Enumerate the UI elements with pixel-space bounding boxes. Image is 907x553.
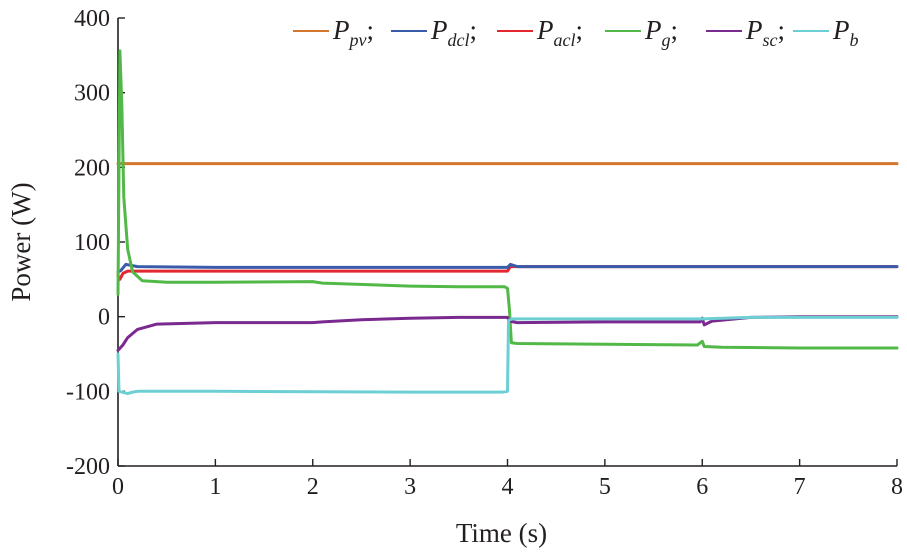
series-line-g — [116, 49, 899, 350]
x-tick-label: 3 — [404, 474, 416, 500]
legend-separator: ; — [778, 15, 786, 45]
x-ticks: 0 1 2 3 4 5 6 7 8 — [112, 459, 903, 500]
legend-separator: ; — [367, 15, 375, 45]
legend-label-main: P — [536, 15, 554, 45]
x-tick-label: 6 — [696, 474, 708, 500]
legend-label-subscript: sc — [763, 30, 778, 50]
x-tick-label: 2 — [307, 474, 319, 500]
legend-label-main: P — [644, 15, 662, 45]
x-tick-label: 5 — [599, 474, 611, 500]
legend-label-main: P — [745, 15, 763, 45]
x-tick-label: 7 — [794, 474, 806, 500]
legend-label-acl: Pacl; — [536, 15, 583, 50]
legend-separator: ; — [576, 15, 584, 45]
legend-label-subscript: pv — [348, 30, 367, 50]
y-ticks: -200 -100 0 100 200 300 400 — [66, 6, 125, 480]
y-tick-label: -200 — [66, 454, 110, 480]
legend-label-main: P — [832, 15, 850, 45]
legend-label-subscript: g — [662, 30, 671, 50]
legend-separator: ; — [470, 15, 478, 45]
legend-label-main: P — [430, 15, 448, 45]
x-tick-label: 1 — [209, 474, 221, 500]
y-tick-label: 300 — [74, 81, 110, 107]
series-line-dcl — [116, 262, 899, 274]
y-tick-label: 200 — [74, 155, 110, 181]
series-line-b — [116, 315, 899, 396]
legend-label-g: Pg; — [644, 15, 678, 50]
legend-label-sc: Psc; — [745, 15, 785, 50]
legend-separator: ; — [671, 15, 679, 45]
legend-label-pv: Ppv; — [332, 15, 374, 50]
y-tick-label: 400 — [74, 6, 110, 32]
axes — [117, 18, 897, 467]
legend-label-main: P — [332, 15, 350, 45]
series-line-sc — [116, 315, 899, 352]
y-axis-title: Power (W) — [6, 182, 36, 301]
x-tick-label: 8 — [891, 474, 903, 500]
legend-label-b: Pb — [832, 15, 859, 50]
legend: Ppv; Pdcl; Pacl; Pg; Psc; Pb — [293, 15, 859, 50]
x-tick-label: 4 — [502, 474, 514, 500]
legend-label-subscript: acl — [554, 30, 576, 50]
y-tick-label: 100 — [74, 230, 110, 256]
legend-label-subscript: b — [850, 30, 859, 50]
legend-label-dcl: Pdcl; — [430, 15, 477, 50]
x-axis-title: Time (s) — [456, 518, 547, 548]
y-tick-label: 0 — [98, 305, 110, 331]
y-tick-label: -100 — [66, 379, 110, 405]
legend-label-subscript: dcl — [448, 30, 470, 50]
series-group — [116, 49, 899, 396]
x-tick-label: 0 — [112, 474, 124, 500]
